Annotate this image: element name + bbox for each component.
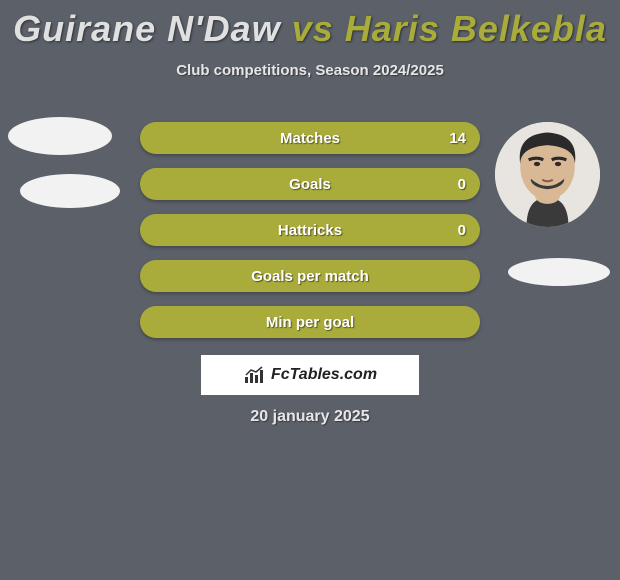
brand-chart-icon — [243, 366, 265, 384]
player1-avatar-shadow — [8, 117, 112, 155]
stat-label: Goals — [289, 176, 331, 193]
stat-label: Goals per match — [251, 268, 369, 285]
comparison-title: Guirane N'Daw vs Haris Belkebla — [0, 0, 620, 50]
player2-face-icon — [495, 122, 600, 227]
player2-name: Haris Belkebla — [345, 8, 607, 49]
stat-row-goals-per-match: Goals per match — [140, 260, 480, 292]
player1-avatar-shadow2 — [20, 174, 120, 208]
player1-name: Guirane N'Daw — [13, 8, 281, 49]
subtitle: Club competitions, Season 2024/2025 — [0, 62, 620, 79]
stats-container: Matches 14 Goals 0 Hattricks 0 Goals per… — [140, 122, 480, 352]
vs-label: vs — [292, 8, 334, 49]
stat-label: Hattricks — [278, 222, 342, 239]
stat-label: Min per goal — [266, 314, 354, 331]
stat-right-value: 14 — [449, 130, 466, 147]
stat-row-goals: Goals 0 — [140, 168, 480, 200]
brand-box[interactable]: FcTables.com — [201, 355, 419, 395]
stat-right-value: 0 — [458, 176, 466, 193]
player2-avatar — [495, 122, 600, 227]
stat-label: Matches — [280, 130, 340, 147]
player2-avatar-shadow — [508, 258, 610, 286]
brand-label: FcTables.com — [271, 366, 377, 384]
date-label: 20 january 2025 — [0, 408, 620, 426]
stat-row-hattricks: Hattricks 0 — [140, 214, 480, 246]
stat-right-value: 0 — [458, 222, 466, 239]
stat-row-min-per-goal: Min per goal — [140, 306, 480, 338]
stat-row-matches: Matches 14 — [140, 122, 480, 154]
